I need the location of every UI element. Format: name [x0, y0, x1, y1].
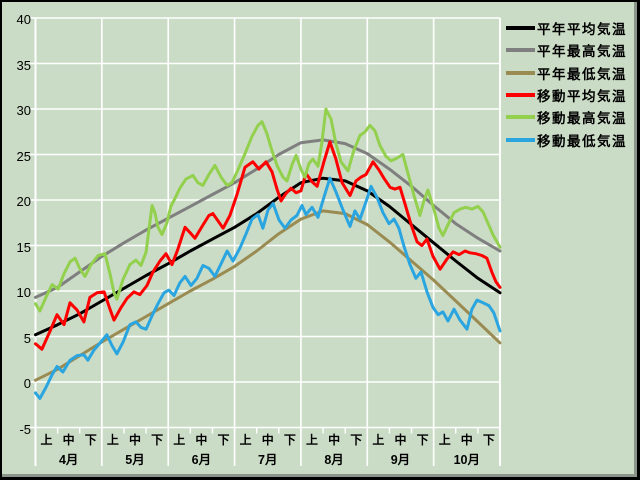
x-axis-period-label: 中: [195, 433, 208, 447]
legend-line-swatch: [506, 115, 535, 119]
x-axis-period-label: 上: [106, 433, 119, 447]
x-axis-month-label: 6月: [191, 453, 212, 467]
legend-item: 移動平均気温: [506, 87, 627, 104]
y-axis-tick-label: 0: [23, 376, 31, 391]
legend-line-swatch: [506, 26, 535, 30]
legend-item: 平年平均気温: [506, 20, 627, 37]
legend-item: 移動最低気温: [506, 132, 627, 149]
y-axis-tick-label: 40: [16, 12, 31, 27]
x-axis-month-label: 9月: [390, 453, 411, 467]
x-axis-month-label: 7月: [258, 453, 278, 467]
x-axis-month-label: 8月: [324, 453, 344, 467]
x-axis-period-label: 上: [305, 433, 318, 447]
legend-line-swatch: [506, 138, 535, 142]
legend-label: 平年最高気温: [537, 44, 627, 59]
x-axis-period-label: 下: [151, 433, 164, 447]
x-axis-period-label: 中: [62, 433, 75, 447]
y-axis-tick-label: 15: [16, 239, 31, 255]
legend-item: 平年最高気温: [506, 42, 627, 59]
series-line-移動平均気温: [34, 140, 502, 351]
legend-label: 平年平均気温: [537, 22, 627, 37]
x-axis-month-label: 4月: [58, 453, 79, 467]
legend-item: 平年最低気温: [506, 65, 627, 82]
legend-label: 平年最低気温: [537, 67, 627, 82]
x-axis-period-label: 下: [217, 433, 230, 447]
y-axis-tick-label: 20: [16, 194, 31, 209]
x-axis-period-label: 下: [84, 433, 97, 447]
x-axis-period-label: 下: [350, 433, 363, 447]
x-axis-month-label: 5月: [125, 453, 145, 467]
y-axis-tick-label: 10: [16, 285, 31, 300]
x-axis-period-label: 上: [438, 433, 451, 447]
legend-label: 移動最高気温: [537, 111, 627, 126]
legend-line-swatch: [506, 93, 535, 97]
y-axis-tick-label: 25: [16, 148, 31, 164]
series-line-平年平均気温: [34, 176, 502, 337]
x-axis-period-label: 上: [173, 433, 186, 447]
series-line-平年最低気温: [34, 209, 502, 382]
x-axis-period-label: 中: [261, 433, 274, 447]
y-axis-tick-label: 35: [16, 57, 31, 73]
legend-label: 移動平均気温: [537, 89, 627, 104]
x-axis-period-label: 下: [482, 433, 495, 447]
legend-item: 移動最高気温: [506, 109, 627, 126]
x-axis-period-label: 下: [283, 433, 296, 447]
legend-line-swatch: [506, 71, 535, 75]
x-axis-period-label: 上: [40, 433, 53, 447]
x-axis-period-label: 中: [460, 433, 473, 447]
series-line-移動最低気温: [34, 176, 502, 400]
x-axis-month-label: 10月: [453, 453, 481, 467]
x-axis-period-label: 上: [239, 433, 252, 447]
legend-label: 移動最低気温: [537, 134, 627, 149]
x-axis-period-label: 上: [372, 433, 385, 447]
series-line-移動最高気温: [34, 107, 502, 313]
x-axis-period-label: 下: [416, 433, 429, 447]
x-axis-period-label: 中: [394, 433, 407, 447]
y-axis-tick-label: -5: [19, 421, 31, 437]
y-axis-tick-label: 30: [16, 103, 31, 118]
series-line-平年最高気温: [34, 138, 502, 299]
x-axis-period-label: 中: [129, 433, 142, 447]
x-axis-period-label: 中: [328, 433, 341, 447]
y-axis-tick-label: 5: [23, 330, 31, 346]
legend-line-swatch: [506, 48, 535, 52]
